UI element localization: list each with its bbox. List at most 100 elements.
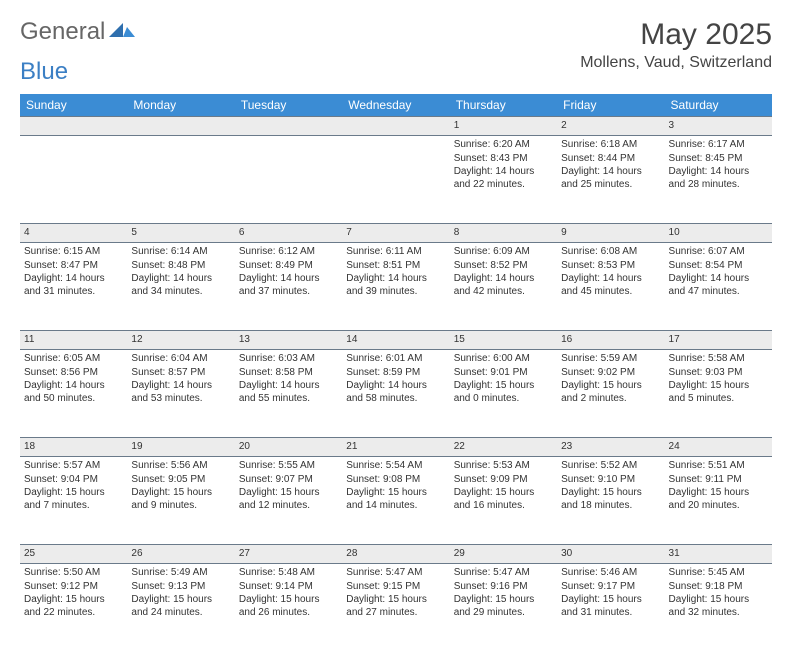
day-number-cell: [342, 117, 449, 136]
day-number-cell: 19: [127, 438, 234, 457]
sunrise-text: Sunrise: 5:45 AM: [669, 567, 768, 580]
daylight-text: Daylight: 15 hours and 24 minutes.: [131, 594, 230, 619]
weekday-header: Saturday: [665, 94, 772, 117]
sunset-text: Sunset: 8:44 PM: [561, 153, 660, 166]
sunset-text: Sunset: 8:43 PM: [454, 153, 553, 166]
daylight-text: Daylight: 14 hours and 47 minutes.: [669, 273, 768, 298]
sunrise-text: Sunrise: 6:09 AM: [454, 246, 553, 259]
location-text: Mollens, Vaud, Switzerland: [580, 54, 772, 72]
day-number-cell: 26: [127, 545, 234, 564]
sunset-text: Sunset: 8:49 PM: [239, 260, 338, 273]
day-number-cell: 10: [665, 224, 772, 243]
day-number-cell: [235, 117, 342, 136]
day-info-cell: Sunrise: 6:20 AMSunset: 8:43 PMDaylight:…: [450, 136, 557, 224]
day-number-cell: 3: [665, 117, 772, 136]
daylight-text: Daylight: 15 hours and 29 minutes.: [454, 594, 553, 619]
daylight-text: Daylight: 15 hours and 32 minutes.: [669, 594, 768, 619]
sunset-text: Sunset: 9:07 PM: [239, 474, 338, 487]
day-info-row: Sunrise: 6:05 AMSunset: 8:56 PM Daylight:…: [20, 350, 772, 438]
day-info-cell: Sunrise: 6:18 AMSunset: 8:44 PMDaylight:…: [557, 136, 664, 224]
day-info-cell: Sunrise: 6:05 AMSunset: 8:56 PMDaylight:…: [20, 350, 127, 438]
daylight-text: Daylight: 15 hours and 12 minutes.: [239, 487, 338, 512]
sunset-text: Sunset: 9:08 PM: [346, 474, 445, 487]
day-number-cell: 27: [235, 545, 342, 564]
day-number-cell: 13: [235, 331, 342, 350]
day-number-cell: 17: [665, 331, 772, 350]
sunset-text: Sunset: 9:04 PM: [24, 474, 123, 487]
day-number-cell: 6: [235, 224, 342, 243]
daylight-text: Daylight: 14 hours and 39 minutes.: [346, 273, 445, 298]
sunset-text: Sunset: 9:03 PM: [669, 367, 768, 380]
sunset-text: Sunset: 8:48 PM: [131, 260, 230, 273]
sunrise-text: Sunrise: 5:56 AM: [131, 460, 230, 473]
brand-logo: General: [20, 18, 135, 46]
daylight-text: Daylight: 15 hours and 14 minutes.: [346, 487, 445, 512]
daylight-text: Daylight: 15 hours and 27 minutes.: [346, 594, 445, 619]
sunset-text: Sunset: 9:01 PM: [454, 367, 553, 380]
sunrise-text: Sunrise: 5:47 AM: [346, 567, 445, 580]
day-number-cell: 20: [235, 438, 342, 457]
day-number-cell: 2: [557, 117, 664, 136]
sunrise-text: Sunrise: 5:51 AM: [669, 460, 768, 473]
day-number-cell: 15: [450, 331, 557, 350]
sunset-text: Sunset: 9:15 PM: [346, 581, 445, 594]
day-number-cell: 29: [450, 545, 557, 564]
sunrise-text: Sunrise: 5:49 AM: [131, 567, 230, 580]
sunrise-text: Sunrise: 6:14 AM: [131, 246, 230, 259]
day-info-row: Sunrise: 5:57 AMSunset: 9:04 PMDaylight:…: [20, 457, 772, 545]
day-info-cell: Sunrise: 5:45 AMSunset: 9:18 PMDaylight:…: [665, 564, 772, 652]
day-info-cell: Sunrise: 6:04 AMSunset: 8:57 PMDaylight:…: [127, 350, 234, 438]
daylight-text: Daylight: 15 hours and 26 minutes.: [239, 594, 338, 619]
sunrise-text: Sunrise: 5:59 AM: [561, 353, 660, 366]
day-info-row: Sunrise: 5:50 AMSunset: 9:12 PMDaylight:…: [20, 564, 772, 652]
daylight-text: Daylight: 15 hours and 9 minutes.: [131, 487, 230, 512]
sunset-text: Sunset: 8:56 PM: [24, 367, 123, 380]
sunrise-text: Sunrise: 6:11 AM: [346, 246, 445, 259]
day-number-row: 11121314151617: [20, 331, 772, 350]
daylight-text: Daylight: 14 hours and 25 minutes.: [561, 166, 660, 191]
sunrise-text: Sunrise: 5:53 AM: [454, 460, 553, 473]
sunset-text: Sunset: 8:53 PM: [561, 260, 660, 273]
day-info-row: Sunrise: 6:20 AMSunset: 8:43 PMDaylight:…: [20, 136, 772, 224]
day-number-cell: 4: [20, 224, 127, 243]
day-number-cell: 5: [127, 224, 234, 243]
daylight-text: Daylight: 14 hours and 45 minutes.: [561, 273, 660, 298]
day-number-cell: 16: [557, 331, 664, 350]
day-number-cell: 11: [20, 331, 127, 350]
sunrise-text: Sunrise: 5:47 AM: [454, 567, 553, 580]
daylight-text: Daylight: 15 hours and 2 minutes.: [561, 380, 660, 405]
day-info-cell: Sunrise: 5:58 AMSunset: 9:03 PMDaylight:…: [665, 350, 772, 438]
sunrise-text: Sunrise: 5:48 AM: [239, 567, 338, 580]
month-title: May 2025: [580, 18, 772, 52]
sunset-text: Sunset: 8:57 PM: [131, 367, 230, 380]
weekday-header: Tuesday: [235, 94, 342, 117]
brand-part2: Blue: [20, 58, 68, 85]
sunrise-text: Sunrise: 6:15 AM: [24, 246, 123, 259]
sunset-text: Sunset: 9:12 PM: [24, 581, 123, 594]
day-info-cell: Sunrise: 5:50 AMSunset: 9:12 PMDaylight:…: [20, 564, 127, 652]
sunset-text: Sunset: 9:09 PM: [454, 474, 553, 487]
day-number-cell: 8: [450, 224, 557, 243]
day-number-cell: 7: [342, 224, 449, 243]
weekday-header: Monday: [127, 94, 234, 117]
sunset-text: Sunset: 8:58 PM: [239, 367, 338, 380]
sunrise-text: Sunrise: 6:05 AM: [24, 353, 123, 366]
day-info-cell: Sunrise: 5:52 AMSunset: 9:10 PMDaylight:…: [557, 457, 664, 545]
sunset-text: Sunset: 8:47 PM: [24, 260, 123, 273]
day-number-cell: 25: [20, 545, 127, 564]
day-number-cell: 18: [20, 438, 127, 457]
daylight-text: Daylight: 15 hours and 22 minutes.: [24, 594, 123, 619]
sunrise-text: Sunrise: 5:52 AM: [561, 460, 660, 473]
day-info-cell: Sunrise: 6:08 AMSunset: 8:53 PMDaylight:…: [557, 243, 664, 331]
calendar-table: SundayMondayTuesdayWednesdayThursdayFrid…: [20, 94, 772, 652]
day-number-cell: 1: [450, 117, 557, 136]
day-info-cell: Sunrise: 6:17 AMSunset: 8:45 PMDaylight:…: [665, 136, 772, 224]
day-number-cell: 23: [557, 438, 664, 457]
day-info-cell: Sunrise: 6:00 AMSunset: 9:01 PMDaylight:…: [450, 350, 557, 438]
sunrise-text: Sunrise: 6:12 AM: [239, 246, 338, 259]
day-info-cell: Sunrise: 6:01 AMSunset: 8:59 PMDaylight:…: [342, 350, 449, 438]
daylight-text: Daylight: 14 hours and 34 minutes.: [131, 273, 230, 298]
weekday-header: Sunday: [20, 94, 127, 117]
day-info-cell: Sunrise: 5:54 AMSunset: 9:08 PMDaylight:…: [342, 457, 449, 545]
day-info-cell: Sunrise: 5:55 AMSunset: 9:07 PMDaylight:…: [235, 457, 342, 545]
